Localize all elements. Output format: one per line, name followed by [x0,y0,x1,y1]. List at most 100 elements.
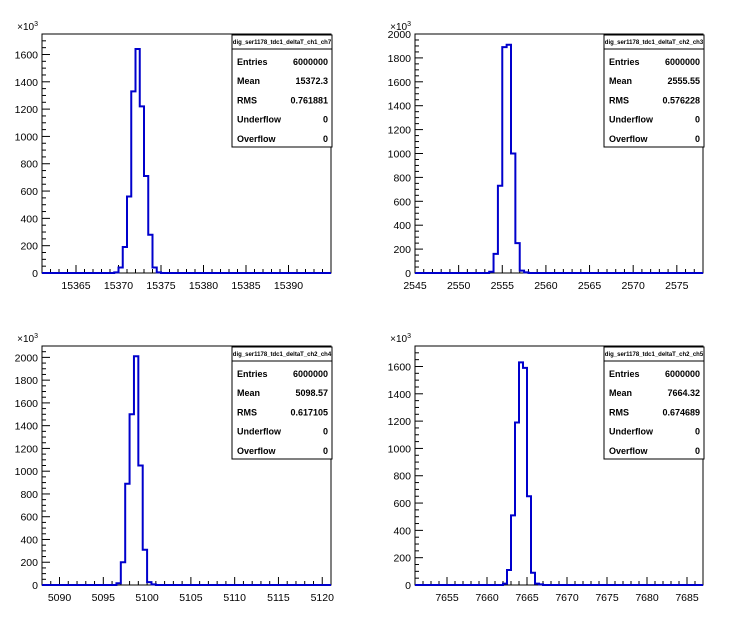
histogram-line [415,43,703,274]
y-tick-label: 1400 [15,77,39,89]
y-tick-label: 400 [20,213,38,225]
x-tick-label: 5095 [92,592,116,604]
stats-value-mean: 2555.55 [667,76,700,86]
stats-value-rms: 0.617105 [290,407,328,417]
x-tick-label: 2565 [578,280,602,292]
stats-title: dig_ser1178_tdc1_deltaT_ch2_ch4 [233,352,332,358]
stats-value-underflow: 0 [323,427,328,437]
x-tick-label: 5115 [267,592,290,604]
y-tick-label: 200 [393,244,411,256]
y-tick-label: 800 [20,489,38,501]
y-tick-label: 400 [393,220,411,232]
y-tick-label: 200 [393,553,411,565]
x-tick-label: 7660 [475,592,499,604]
y-tick-label: 1400 [15,421,39,433]
y-tick-label: 1400 [388,389,412,401]
stats-key-underflow: Underflow [609,115,654,125]
stats-value-mean: 15372.3 [295,76,328,86]
y-tick-label: 0 [32,268,38,280]
y-tick-label: 1400 [388,101,412,113]
y-tick-label: 0 [405,268,411,280]
x-tick-label: 2575 [665,280,689,292]
stats-value-overflow: 0 [323,134,328,144]
x-tick-label: 2545 [403,280,427,292]
y-tick-label: 400 [393,525,411,537]
y-tick-label: 1800 [388,53,412,65]
stats-box: dig_ser1178_tdc1_deltaT_ch1_ch7 Entries 60… [231,34,333,148]
y-tick-label: 400 [20,534,38,546]
y-tick-label: 0 [32,580,38,592]
x-tick-label: 15375 [146,280,175,292]
stats-key-mean: Mean [237,76,260,86]
stats-value-underflow: 0 [695,427,700,437]
y-tick-label: 1600 [388,77,412,89]
stats-key-underflow: Underflow [609,427,654,437]
y-exponent-label: ×103 [390,21,411,33]
stats-title: dig_ser1178_tdc1_deltaT_ch2_ch3 [605,40,704,46]
stats-box: dig_ser1178_tdc1_deltaT_ch2_ch4 Entries 60… [231,346,333,460]
stats-box-frame [603,346,705,460]
y-tick-label: 200 [20,557,38,569]
stats-key-entries: Entries [237,57,268,67]
y-exponent-label: ×103 [17,333,38,345]
histogram-panel-1: 15365 15370 15375 15380 15385 15390 0 200 400 600… [15,21,333,292]
stats-value-entries: 6000000 [293,369,328,379]
stats-key-overflow: Overflow [609,134,649,144]
stats-key-mean: Mean [609,76,632,86]
y-tick-label: 600 [20,512,38,524]
stats-key-overflow: Overflow [609,446,649,456]
x-tick-label: 5090 [48,592,72,604]
stats-box: dig_ser1178_tdc1_deltaT_ch2_ch3 Entries 60… [603,34,705,148]
y-tick-label: 600 [393,498,411,510]
stats-value-entries: 6000000 [665,369,700,379]
x-tick-label: 15380 [189,280,218,292]
y-tick-label: 1200 [15,443,39,455]
x-tick-label: 2560 [534,280,558,292]
stats-title: dig_ser1178_tdc1_deltaT_ch1_ch7 [233,40,332,46]
y-tick-label: 1200 [388,416,412,428]
x-tick-label: 2555 [491,280,515,292]
stats-value-rms: 0.576228 [662,95,700,105]
histogram-line [42,48,331,274]
stats-key-rms: RMS [609,95,629,105]
stats-key-entries: Entries [237,369,268,379]
histogram-line [42,355,331,586]
x-tick-label: 7685 [675,592,699,604]
y-tick-label: 1000 [15,466,39,478]
stats-key-entries: Entries [609,369,640,379]
y-exponent-label: ×103 [17,21,38,33]
y-tick-label: 1600 [15,49,39,61]
y-tick-label: 1600 [388,361,412,373]
x-tick-label: 7680 [635,592,659,604]
stats-key-rms: RMS [237,95,257,105]
histogram-panel-3: 5090 5095 5100 5105 5110 5115 5120 0 200 400 600 80… [15,333,334,604]
x-tick-label: 5120 [311,592,335,604]
histogram-line [415,361,703,586]
stats-title: dig_ser1178_tdc1_deltaT_ch2_ch5 [605,352,704,358]
y-tick-label: 1000 [388,443,412,455]
x-tick-label: 15370 [104,280,133,292]
stats-key-overflow: Overflow [237,134,277,144]
histogram-panel-4: 7655 7660 7665 7670 7675 7680 7685 0 200 400 600 80… [388,333,705,604]
stats-box-frame [231,34,333,148]
y-tick-label: 200 [20,241,38,253]
stats-value-rms: 0.674689 [662,407,700,417]
stats-value-underflow: 0 [695,115,700,125]
y-tick-label: 800 [393,172,411,184]
stats-value-overflow: 0 [695,446,700,456]
stats-value-underflow: 0 [323,115,328,125]
y-tick-label: 600 [393,196,411,208]
stats-value-rms: 0.761881 [290,95,328,105]
y-tick-label: 2000 [388,29,412,41]
histogram-panel-2: 2545 2550 2555 2560 2565 2570 2575 0 200 400 600 80… [388,21,705,292]
stats-box-frame [603,34,705,148]
x-tick-label: 7655 [435,592,459,604]
y-exponent-label: ×103 [390,333,411,345]
x-tick-label: 7675 [595,592,619,604]
stats-value-entries: 6000000 [665,57,700,67]
x-tick-label: 15390 [274,280,303,292]
stats-value-overflow: 0 [323,446,328,456]
y-tick-label: 0 [405,580,411,592]
x-tick-label: 5100 [135,592,159,604]
